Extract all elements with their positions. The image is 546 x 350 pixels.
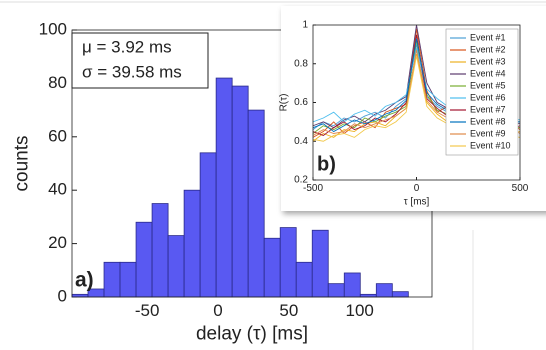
y-axis-label: counts	[12, 136, 33, 192]
y-tick-label: 0	[58, 286, 67, 305]
legend-label: Event #10	[470, 140, 511, 150]
bar	[247, 109, 265, 298]
legend-label: Event #4	[470, 68, 506, 78]
stats-box	[71, 32, 209, 89]
x-tick-label: 0	[213, 301, 222, 320]
panel-label: b)	[317, 153, 336, 175]
bar	[279, 227, 297, 298]
legend-label: Event #1	[470, 32, 506, 42]
bar	[199, 152, 217, 298]
y-tick-label: 60	[48, 126, 67, 145]
inset-chart: 0.2 0.4 0.6 0.8 1 -500 0 500 Event #1 Event #2 Eve…	[279, 6, 546, 211]
bar	[359, 293, 377, 298]
x-tick-label: -500	[303, 183, 323, 194]
bar	[183, 189, 201, 298]
legend-label: Event #8	[470, 116, 506, 126]
y-tick-label: 100	[39, 19, 67, 38]
bar	[327, 283, 345, 298]
panel-label: a)	[75, 269, 94, 292]
x-axis-label: delay (τ) [ms]	[196, 323, 308, 344]
x-tick-label: 0	[414, 183, 420, 194]
bar	[311, 229, 329, 298]
y-tick-label: 40	[48, 180, 67, 199]
bar	[375, 283, 393, 298]
legend-label: Event #2	[470, 44, 506, 54]
x-tick-label: -50	[135, 301, 160, 320]
stats-sigma: σ = 39.58 ms	[82, 62, 182, 81]
y-tick-label: 1	[302, 20, 308, 31]
y-axis-label: R(τ)	[279, 94, 290, 112]
legend-label: Event #6	[470, 92, 506, 102]
x-tick-label: 500	[512, 183, 529, 194]
bar	[231, 85, 249, 298]
bar	[151, 203, 169, 298]
bar	[119, 261, 137, 298]
y-tick-label: 20	[48, 233, 67, 252]
x-tick-label: 50	[279, 301, 298, 320]
legend-label: Event #5	[470, 80, 506, 90]
legend-label: Event #7	[470, 104, 506, 114]
legend-label: Event #3	[470, 56, 506, 66]
y-tick-label: 0.2	[294, 175, 308, 186]
bar	[391, 291, 409, 298]
bar	[71, 293, 89, 298]
bar	[295, 261, 313, 298]
x-axis-label: τ [ms]	[404, 197, 430, 208]
y-tick-label: 80	[48, 73, 67, 92]
bar	[215, 77, 233, 298]
legend-label: Event #9	[470, 128, 506, 138]
y-tick-label: 0.6	[294, 97, 308, 108]
bar	[343, 272, 361, 298]
stats-mean: μ = 3.92 ms	[82, 37, 172, 56]
bar	[167, 235, 185, 298]
bar	[103, 261, 121, 298]
bar	[263, 237, 281, 298]
y-tick-label: 0.4	[294, 136, 308, 147]
x-tick-label: 100	[346, 301, 374, 320]
bar	[135, 221, 153, 298]
y-tick-label: 0.8	[294, 58, 308, 69]
axes-frame	[312, 24, 521, 181]
